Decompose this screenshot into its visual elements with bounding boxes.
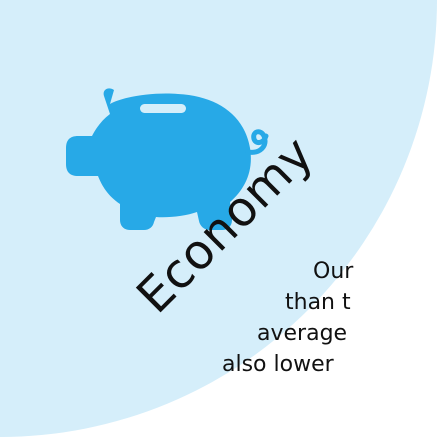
- body-line: average: [177, 318, 437, 349]
- body-text: Our than t average also lower: [177, 256, 437, 380]
- body-line: Our: [177, 256, 437, 287]
- body-line: also lower: [177, 349, 437, 380]
- body-line: than t: [177, 287, 437, 318]
